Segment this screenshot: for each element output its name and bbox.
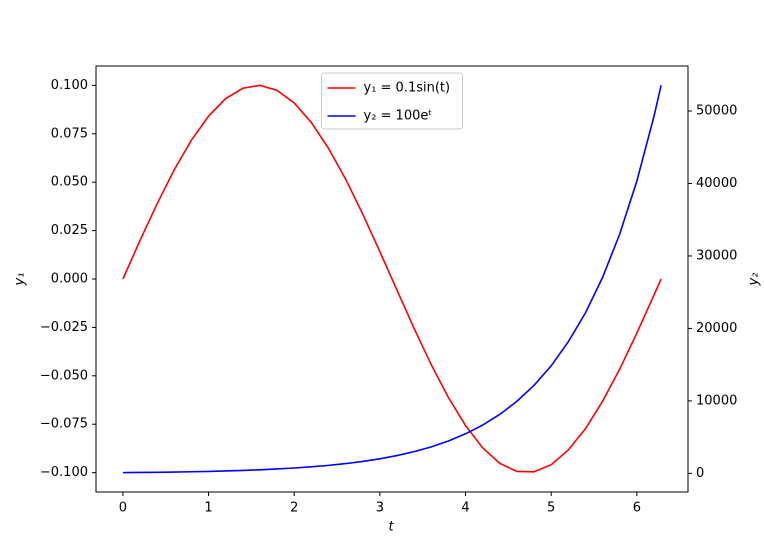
x-tick-label: 5 — [547, 501, 555, 516]
legend-box — [321, 72, 463, 130]
y2-tick-label: 0 — [696, 466, 704, 481]
y-axis-label: y₁ — [13, 273, 28, 287]
x-tick-label: 0 — [119, 501, 127, 516]
legend-label: y₂ = 100eᵗ — [364, 109, 433, 124]
y-tick-label: −0.050 — [40, 368, 88, 383]
x-tick-label: 1 — [204, 501, 212, 516]
y-tick-label: −0.075 — [40, 417, 88, 432]
y-tick-label: 0.025 — [51, 223, 88, 238]
y-tick-label: −0.025 — [40, 320, 88, 335]
line-series — [122, 84, 662, 473]
x-axis-label: t — [388, 520, 394, 535]
y2-tick-label: 20000 — [696, 321, 737, 336]
y2-axis-label: y₂ — [747, 273, 762, 287]
y-tick-label: 0.050 — [51, 175, 88, 190]
y2-tick-label: 40000 — [696, 176, 737, 191]
y2-tick-label: 10000 — [696, 393, 737, 408]
x-tick-label: 2 — [290, 501, 298, 516]
x-tick-label: 6 — [633, 501, 641, 516]
y-tick-label: 0.100 — [51, 78, 88, 93]
x-tick-label: 3 — [376, 501, 384, 516]
legend-label: y₁ = 0.1sin(t) — [364, 81, 451, 96]
y2-tick-label: 30000 — [696, 248, 737, 263]
y-tick-label: 0.000 — [51, 272, 88, 287]
y2-tick-label: 50000 — [696, 104, 737, 119]
x-tick-label: 4 — [461, 501, 469, 516]
y-tick-label: 0.075 — [51, 126, 88, 141]
line-series — [122, 85, 662, 474]
y-tick-label: −0.100 — [40, 465, 88, 480]
